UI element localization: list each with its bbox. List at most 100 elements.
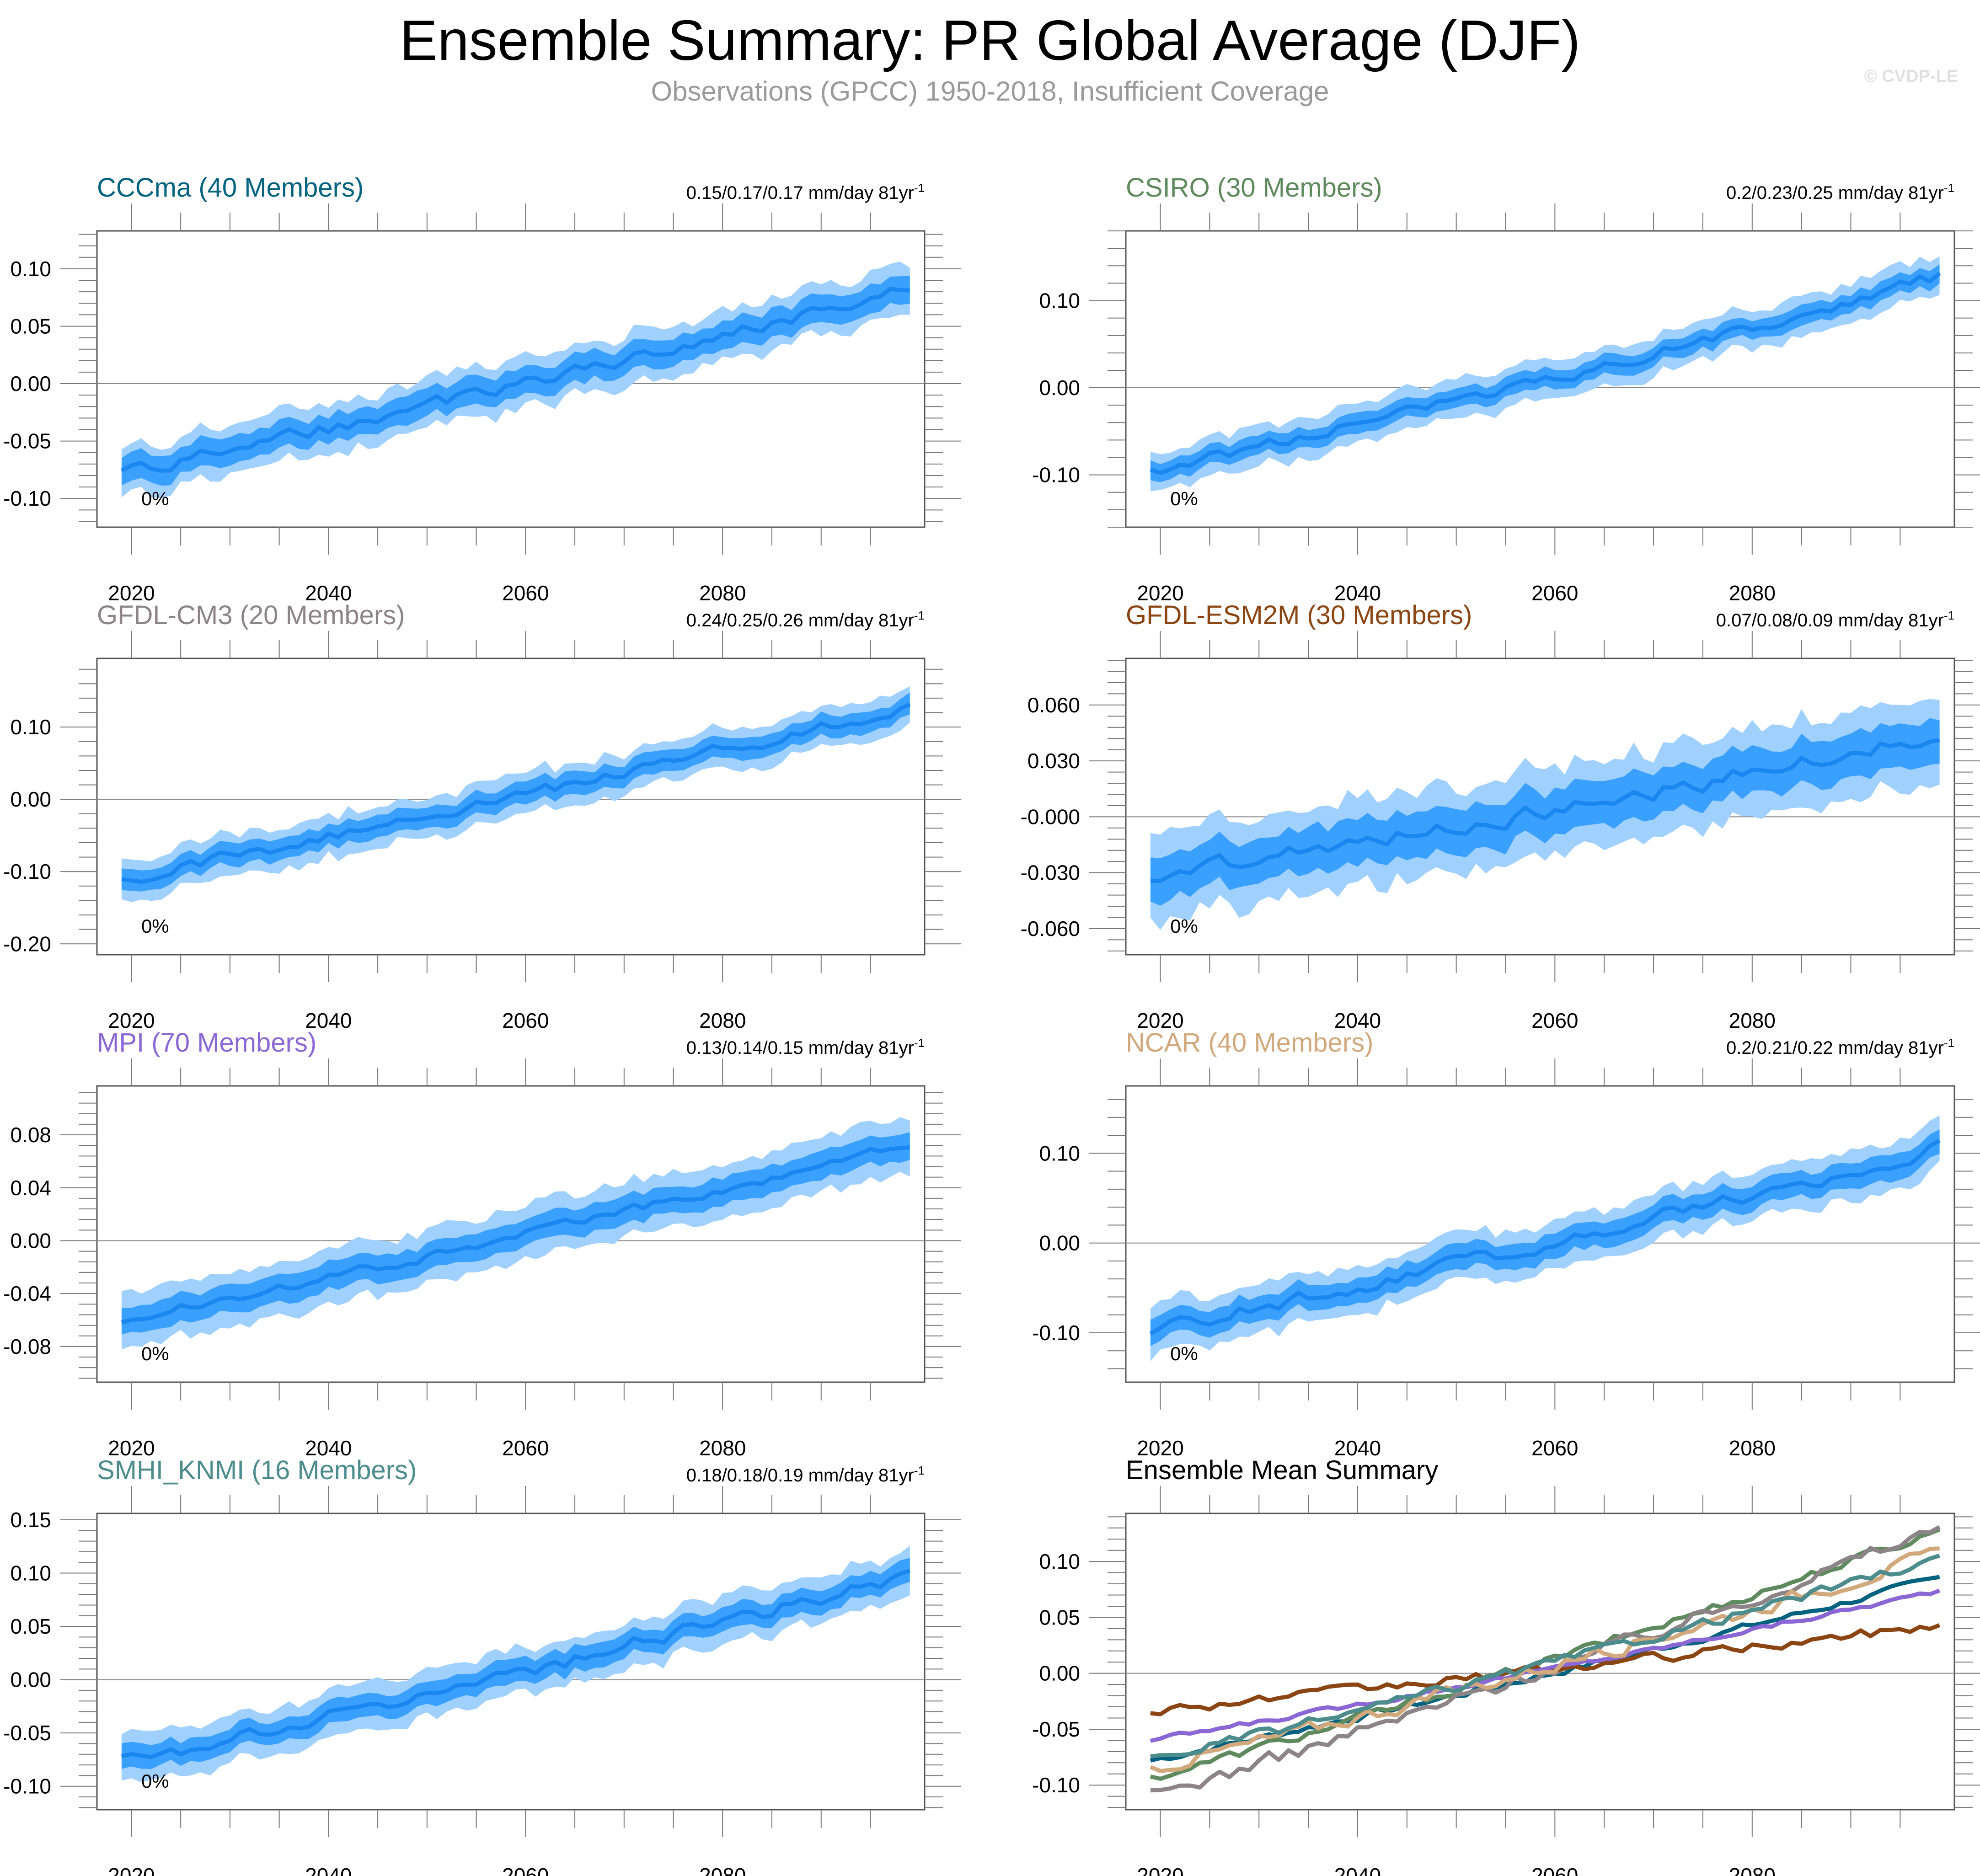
x-tick-label: 2040: [1334, 1436, 1381, 1460]
x-tick-label: 2060: [1531, 1436, 1578, 1460]
panel-2: CSIRO (30 Members) 0.2/0.23/0.25 mm/day 8…: [1032, 173, 1980, 605]
x-tick-label: 2080: [1729, 1864, 1776, 1876]
ensemble-mean-line: [121, 1569, 911, 1759]
inner-spread-band: [121, 1132, 910, 1335]
y-tick-label: -0.030: [1021, 861, 1080, 885]
plot-frame: [96, 1513, 926, 1811]
panel-title: NCAR (40 Members): [1126, 1028, 1373, 1058]
x-tick-label: 2040: [1334, 1009, 1381, 1032]
x-tick-label: 2080: [699, 1009, 746, 1032]
coverage-label: 0%: [1170, 915, 1198, 937]
ensemble-mean-line: [1150, 738, 1940, 883]
panel-title: Ensemble Mean Summary: [1126, 1455, 1438, 1485]
y-tick-label: -0.05: [3, 1721, 51, 1745]
coverage-label: 0%: [1170, 1343, 1198, 1364]
y-tick-label: -0.000: [1021, 805, 1080, 828]
x-tick-label: 2060: [1531, 1864, 1578, 1876]
y-tick-label: 0.060: [1027, 693, 1080, 717]
trend-superscript: -1: [1944, 1036, 1954, 1050]
coverage-label: 0%: [141, 1343, 169, 1364]
y-tick-label: 0.05: [10, 314, 51, 338]
y-tick-label: -0.10: [1032, 1321, 1080, 1345]
x-tick-label: 2040: [305, 1436, 352, 1460]
ensemble-mean-line: [121, 1145, 910, 1325]
plot-frame: [96, 657, 926, 956]
trend-text: 0.2/0.23/0.25 mm/day 81yr-1: [1726, 181, 1954, 203]
y-tick-label: -0.05: [3, 429, 51, 453]
ensemble-mean-line: [1149, 1138, 1941, 1336]
plot-frame: [1125, 1085, 1955, 1383]
x-tick-label: 2020: [1137, 1009, 1183, 1032]
y-tick-label: 0.00: [10, 1668, 51, 1692]
x-tick-label: 2020: [1137, 1436, 1183, 1460]
ensemble-mean-line: [1150, 272, 1941, 475]
ensemble-mean-line: [121, 702, 911, 884]
y-tick-label: 0.10: [1039, 1141, 1080, 1165]
trend-superscript: -1: [914, 181, 925, 195]
x-tick-label: 2060: [1531, 581, 1578, 605]
panel-6: NCAR (40 Members) 0.2/0.21/0.22 mm/day 81…: [1032, 1028, 1980, 1460]
x-tick-label: 2080: [1729, 581, 1776, 605]
figure-subtitle: Observations (GPCC) 1950-2018, Insuffici…: [651, 76, 1329, 107]
x-tick-label: 2020: [1137, 1864, 1183, 1876]
panel-4: GFDL-ESM2M (30 Members) 0.07/0.08/0.09 mm…: [1021, 600, 1980, 1032]
y-tick-label: 0.15: [10, 1508, 51, 1532]
plot-frame: [1125, 230, 1955, 528]
trend-text: 0.13/0.14/0.15 mm/day 81yr-1: [686, 1036, 925, 1058]
x-tick-label: 2060: [502, 1864, 549, 1876]
trend-text: 0.2/0.21/0.22 mm/day 81yr-1: [1726, 1036, 1954, 1058]
x-tick-label: 2080: [699, 581, 746, 605]
x-tick-label: 2060: [502, 1436, 549, 1460]
x-tick-label: 2080: [699, 1436, 746, 1460]
panel-title: SMHI_KNMI (16 Members): [97, 1455, 417, 1485]
y-tick-label: -0.05: [1032, 1717, 1080, 1741]
inner-spread-band: [121, 275, 910, 486]
watermark: © CVDP-LE: [1864, 67, 1958, 86]
plot-frame: [1125, 657, 1955, 956]
x-tick-label: 2040: [305, 581, 352, 605]
inner-spread-band: [121, 1558, 910, 1769]
panel-8: Ensemble Mean Summary 2020 2040 2060 2080 0.1…: [1032, 1455, 1980, 1876]
panel-title: GFDL-ESM2M (30 Members): [1126, 600, 1472, 630]
trend-superscript: -1: [1944, 181, 1954, 195]
y-tick-label: 0.030: [1027, 749, 1080, 773]
y-tick-label: 0.00: [1039, 1662, 1080, 1685]
y-tick-label: 0.10: [10, 1561, 51, 1585]
trend-text: 0.15/0.17/0.17 mm/day 81yr-1: [686, 181, 925, 203]
x-tick-label: 2020: [108, 1864, 155, 1876]
y-tick-label: -0.10: [1032, 463, 1080, 487]
trend-superscript: -1: [914, 609, 925, 622]
figure-title: Ensemble Summary: PR Global Average (DJF…: [400, 9, 1580, 72]
x-tick-label: 2020: [1137, 581, 1183, 605]
series-line-smhi_knmi: [1150, 1553, 1940, 1758]
trend-superscript: -1: [914, 1464, 925, 1477]
x-tick-label: 2060: [502, 1009, 549, 1032]
y-tick-label: 0.10: [10, 715, 51, 739]
y-tick-label: 0.00: [10, 372, 51, 396]
x-tick-label: 2040: [1334, 581, 1381, 605]
y-tick-label: -0.10: [3, 860, 51, 883]
panel-1: CCCma (40 Members) 0.15/0.17/0.17 mm/day …: [3, 173, 961, 605]
panel-title: GFDL-CM3 (20 Members): [97, 600, 405, 630]
x-tick-label: 2060: [1531, 1009, 1578, 1032]
y-tick-label: 0.10: [1039, 289, 1080, 312]
x-tick-label: 2080: [699, 1864, 746, 1876]
x-tick-label: 2020: [108, 1436, 155, 1460]
ensemble-mean-line: [120, 287, 910, 473]
panel-7: SMHI_KNMI (16 Members) 0.18/0.18/0.19 mm/…: [3, 1455, 961, 1876]
plot-frame: [96, 230, 926, 528]
x-tick-label: 2040: [305, 1009, 352, 1032]
panel-title: MPI (70 Members): [97, 1028, 316, 1058]
coverage-label: 0%: [141, 488, 169, 509]
panel-title: CSIRO (30 Members): [1126, 173, 1382, 203]
x-tick-label: 2020: [108, 581, 155, 605]
panel-5: MPI (70 Members) 0.13/0.14/0.15 mm/day 81…: [3, 1028, 961, 1460]
coverage-label: 0%: [141, 1770, 169, 1792]
x-tick-label: 2040: [1334, 1864, 1381, 1876]
panel-3: GFDL-CM3 (20 Members) 0.24/0.25/0.26 mm/d…: [3, 600, 961, 1032]
y-tick-label: 0.00: [10, 787, 51, 811]
trend-superscript: -1: [1944, 609, 1954, 622]
inner-spread-band: [1150, 718, 1940, 906]
trend-text: 0.24/0.25/0.26 mm/day 81yr-1: [686, 609, 925, 631]
y-tick-label: 0.08: [10, 1123, 51, 1147]
